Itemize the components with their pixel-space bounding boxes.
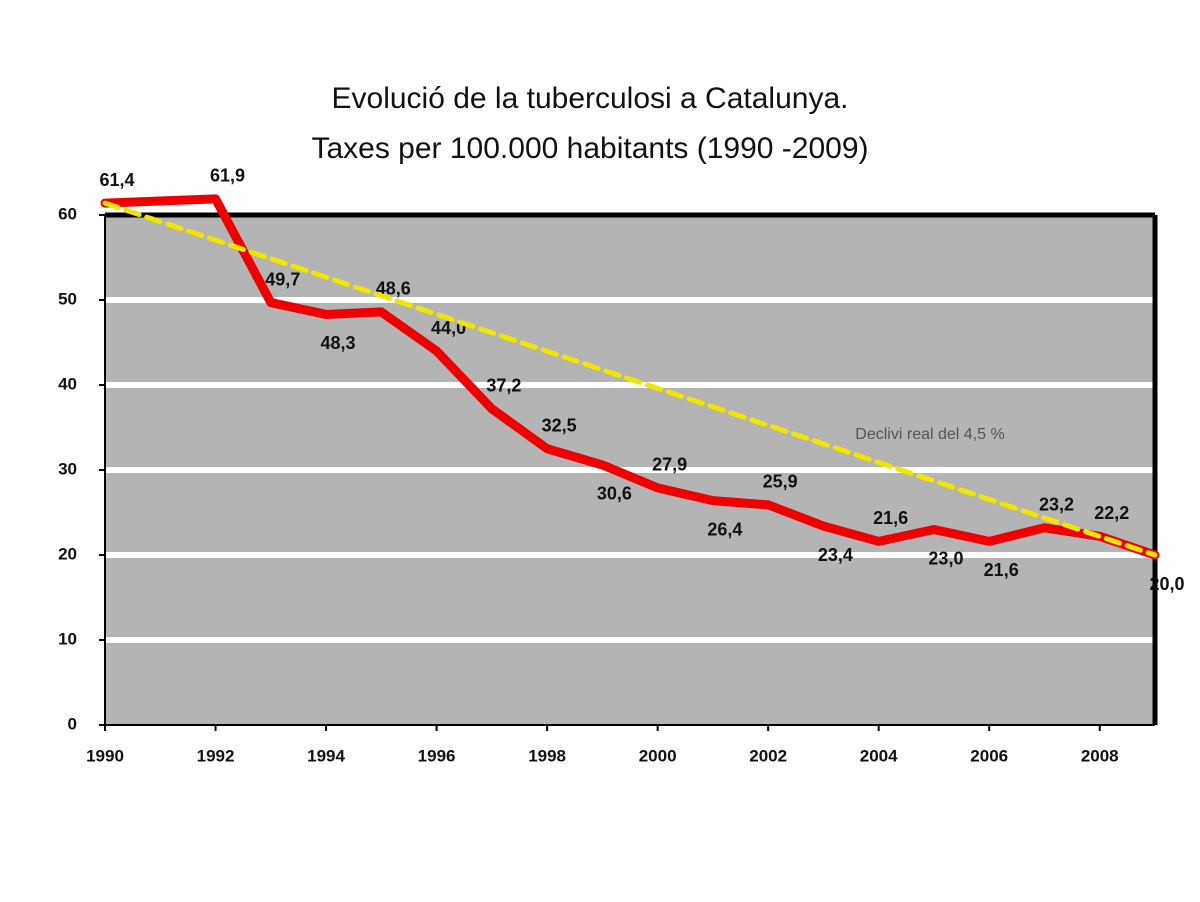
data-label: 23,4 [818,545,853,565]
x-tick-label: 1994 [307,746,345,765]
y-tick-label: 10 [58,629,77,648]
series-line [100,194,1160,560]
data-label: 61,4 [99,170,134,190]
x-tick-label: 1996 [418,746,456,765]
data-label: 61,9 [210,166,245,186]
chart-title: Evolució de la tuberculosi a Catalunya. [332,82,849,115]
data-label: 23,0 [928,548,963,568]
data-label: 49,7 [265,269,300,289]
y-tick-label: 40 [58,374,77,393]
data-label: 37,2 [486,376,521,396]
x-tick-label: 1990 [86,746,124,765]
data-label: 21,6 [873,508,908,528]
data-label: 32,5 [542,416,577,436]
y-tick-label: 20 [58,544,77,563]
x-tick-label: 2006 [970,746,1008,765]
data-label: 48,3 [321,333,356,353]
x-tick-label: 2002 [749,746,787,765]
x-tick-label: 1992 [197,746,235,765]
y-tick-label: 0 [68,714,77,733]
series-line [102,200,1158,558]
y-tick-label: 60 [58,204,77,223]
y-tick-label: 50 [58,289,77,308]
data-label: 21,6 [984,560,1019,580]
x-tick-label: 2000 [639,746,677,765]
data-label: 25,9 [763,472,798,492]
data-label: 48,6 [376,279,411,299]
data-label: 20,0 [1149,574,1184,594]
data-label: 30,6 [597,484,632,504]
x-tick-label: 2008 [1081,746,1119,765]
x-tick-label: 2004 [860,746,898,765]
data-label: 22,2 [1094,503,1129,523]
y-tick-label: 30 [58,459,77,478]
annotation: Declivi real del 4,5 % [855,426,1004,443]
chart-subtitle: Taxes per 100.000 habitants (1990 -2009) [311,132,868,165]
data-label: 26,4 [707,519,742,539]
data-label: 27,9 [652,455,687,475]
data-label: 23,2 [1039,495,1074,515]
x-tick-label: 1998 [528,746,566,765]
